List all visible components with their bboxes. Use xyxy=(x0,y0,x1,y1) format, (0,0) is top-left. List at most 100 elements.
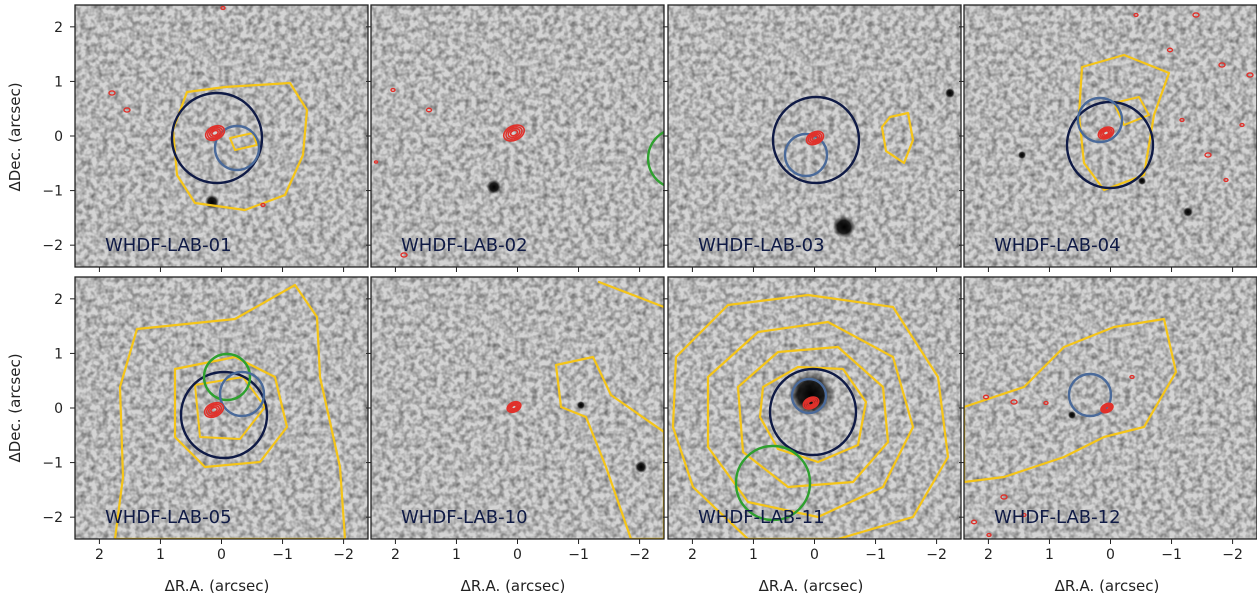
red-contour xyxy=(1099,127,1113,139)
red-contour xyxy=(505,125,523,141)
image-panel: 2 1 0 −1 −2 WHDF-LAB-10 xyxy=(366,276,665,563)
y-tick-label: 1 xyxy=(54,74,63,90)
x-tick-label: 2 xyxy=(95,547,104,563)
red-contour-speck xyxy=(1166,47,1174,53)
x-tick-label: −1 xyxy=(568,547,589,563)
red-contour xyxy=(509,129,519,137)
x-tick-label: −2 xyxy=(926,547,947,563)
yellow-contour xyxy=(1113,96,1150,126)
red-contour-speck xyxy=(108,90,116,96)
source-blob xyxy=(833,216,855,238)
red-contour-speck xyxy=(986,532,992,538)
x-tick-label: 1 xyxy=(1045,547,1054,563)
image-panel: 2 1 0 −1 −2 WHDF-LAB-11 xyxy=(663,276,962,563)
x-axis-label-1: ΔR.A. (arcsec) xyxy=(165,577,270,595)
yellow-contour xyxy=(880,111,915,165)
red-contour xyxy=(210,406,218,414)
image-panel: 2 1 0 −1 −2 WHDF-LAB-12 xyxy=(959,276,1257,563)
x-tick-label: 1 xyxy=(156,547,165,563)
red-contour xyxy=(807,132,823,144)
panel-label: WHDF-LAB-12 xyxy=(994,507,1121,528)
x-tick-label: −1 xyxy=(1161,547,1182,563)
panel-label: WHDF-LAB-04 xyxy=(994,235,1121,256)
y-tick-label: 2 xyxy=(54,20,63,36)
x-tick-label: −1 xyxy=(272,547,293,563)
red-contour xyxy=(1100,128,1112,138)
red-contour xyxy=(509,403,519,411)
red-contour xyxy=(1104,405,1110,411)
y-tick-label: 0 xyxy=(54,129,63,145)
panel-label: WHDF-LAB-05 xyxy=(105,507,232,528)
red-contour-speck xyxy=(123,107,131,113)
red-contour xyxy=(1097,126,1115,140)
green-circle xyxy=(646,130,664,187)
panel-label: WHDF-LAB-02 xyxy=(401,235,528,256)
source-blob xyxy=(1138,177,1146,185)
red-contour xyxy=(1102,404,1112,412)
navy-circle xyxy=(1065,100,1155,190)
x-tick-label: 1 xyxy=(452,547,461,563)
red-contour xyxy=(802,396,820,410)
source-blob xyxy=(577,401,585,409)
source-blob xyxy=(1018,151,1026,159)
red-contour-speck xyxy=(1000,494,1008,500)
red-contour-speck xyxy=(1204,152,1212,158)
red-contour xyxy=(1102,130,1110,136)
red-contour-speck xyxy=(373,160,379,164)
red-contour xyxy=(804,397,818,409)
yellow-contour xyxy=(229,132,258,151)
image-panel: WHDF-LAB-04 xyxy=(959,4,1257,272)
navy-circle xyxy=(170,91,264,185)
x-tick-label: 2 xyxy=(688,547,697,563)
source-blob xyxy=(487,180,501,194)
red-contour xyxy=(807,400,815,406)
image-panel: 2 1 0 −1 −2 WHDF-LAB-01 xyxy=(42,4,369,272)
red-contour xyxy=(805,130,825,146)
x-tick-label: −2 xyxy=(1222,547,1243,563)
y-axis-label-bottom: ΔDec. (arcsec) xyxy=(6,353,24,462)
green-circle xyxy=(202,352,252,402)
image-panel: WHDF-LAB-03 xyxy=(663,4,962,272)
yellow-contour xyxy=(758,365,868,464)
red-contour-speck xyxy=(1021,512,1027,518)
y-tick-label: −2 xyxy=(42,510,63,526)
red-contour-speck xyxy=(1239,122,1245,128)
panel-label: WHDF-LAB-01 xyxy=(105,235,232,256)
yellow-contour xyxy=(671,293,950,539)
source-blob xyxy=(789,372,833,416)
red-contour-speck xyxy=(1043,400,1049,406)
blue-circle xyxy=(783,132,829,178)
blue-circle xyxy=(213,124,261,172)
red-contour-speck xyxy=(1218,62,1226,68)
yellow-contour xyxy=(194,376,266,440)
yellow-contour xyxy=(597,280,664,309)
green-circle xyxy=(734,444,812,522)
red-contour-speck xyxy=(1179,117,1185,123)
red-contour-speck xyxy=(1133,12,1139,18)
red-contour xyxy=(211,129,219,137)
red-contour-speck xyxy=(260,202,266,208)
x-tick-label: 2 xyxy=(391,547,400,563)
red-contour xyxy=(1100,402,1114,414)
red-contour xyxy=(206,126,224,140)
red-contour xyxy=(205,403,223,417)
blue-circle xyxy=(790,377,828,415)
navy-circle xyxy=(768,367,858,457)
red-contour-speck xyxy=(1010,399,1018,405)
red-contour-speck xyxy=(982,394,990,400)
red-contour xyxy=(203,401,225,419)
y-tick-label: −1 xyxy=(42,456,63,472)
yellow-contour xyxy=(554,355,664,539)
blue-circle xyxy=(1067,372,1113,418)
navy-circle xyxy=(179,370,269,460)
red-contour xyxy=(208,128,222,138)
y-tick-label: 2 xyxy=(54,292,63,308)
x-tick-label: 2 xyxy=(984,547,993,563)
panel-label: WHDF-LAB-11 xyxy=(698,507,825,528)
y-tick-label: −2 xyxy=(42,238,63,254)
image-panel: WHDF-LAB-02 xyxy=(366,4,665,272)
red-contour xyxy=(811,134,819,142)
x-axis-label-3: ΔR.A. (arcsec) xyxy=(759,577,864,595)
red-contour-speck xyxy=(400,252,408,258)
